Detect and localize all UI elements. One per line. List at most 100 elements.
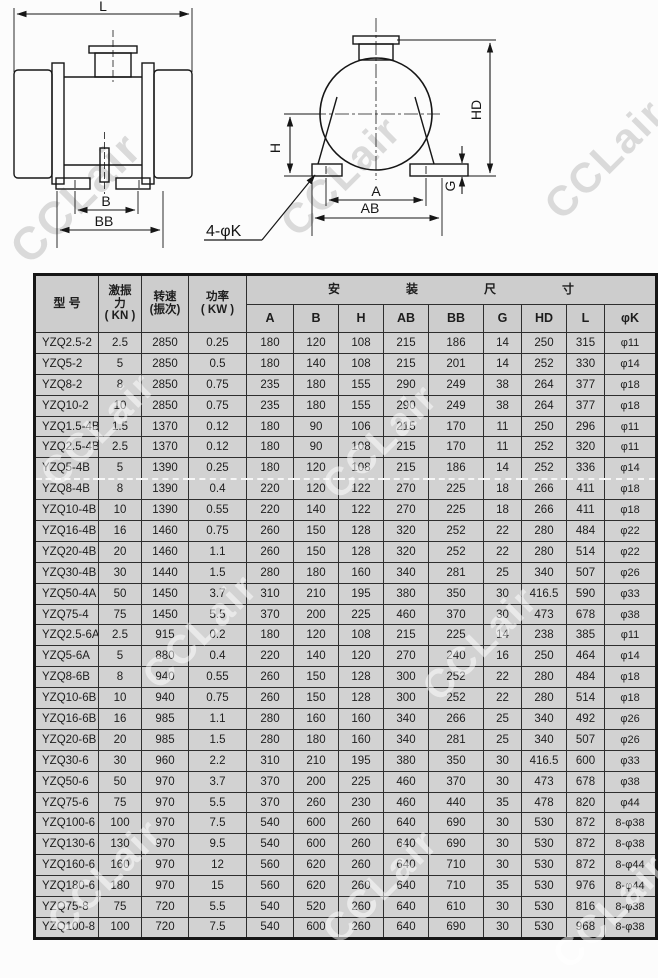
table-cell: 610 (428, 896, 484, 918)
table-cell: 16 (98, 520, 142, 542)
col-header-speed-line2: (振次) (149, 304, 181, 316)
table-cell: 370 (428, 603, 484, 626)
table-cell: 377 (566, 394, 605, 417)
col-header-B: B (293, 304, 339, 333)
col-header-G: G (483, 304, 522, 333)
table-cell: 260 (246, 666, 294, 689)
table-cell: 38 (483, 394, 522, 417)
table-cell: 201 (428, 352, 484, 375)
table-cell: 640 (383, 833, 429, 856)
table-cell: 350 (428, 749, 484, 772)
cell-model: YZQ130-6 (34, 833, 99, 856)
table-cell: 225 (338, 603, 384, 626)
motor-dimension-drawing: L B BB 4-φK (13, 0, 496, 248)
table-cell: 150 (293, 666, 339, 689)
table-cell: 5 (98, 352, 142, 375)
table-cell: 280 (521, 540, 567, 563)
table-cell: 186 (428, 332, 484, 354)
table-cell: 880 (141, 645, 189, 668)
table-row: YZQ20-4B 20 1460 1.1 260 150 128 320 252 22 280 514… (34, 540, 657, 563)
table-cell: 3.7 (188, 582, 247, 605)
table-cell: 7.5 (188, 916, 247, 939)
table-row: YZQ50-4A 50 1450 3.7 310 210 195 380 350 30 416.5 5… (34, 582, 657, 605)
cell-model: YZQ10-2 (34, 394, 99, 417)
table-cell: 300 (383, 666, 429, 689)
table-cell: φ38 (604, 603, 657, 626)
table-cell: 540 (246, 896, 294, 918)
table-cell: 678 (566, 603, 605, 626)
table-cell: 270 (383, 645, 429, 668)
table-cell: 1.5 (98, 415, 142, 438)
table-cell: 30 (483, 916, 522, 939)
table-cell: 0.75 (188, 373, 247, 396)
table-cell: 250 (521, 415, 567, 438)
table-cell: 690 (428, 916, 484, 939)
cell-model: YZQ20-6B (34, 728, 99, 751)
table-cell: 235 (246, 373, 294, 396)
table-cell: 30 (98, 561, 142, 584)
table-cell: 9.5 (188, 833, 247, 856)
table-cell: 1390 (141, 457, 189, 480)
table-cell: 300 (383, 687, 429, 710)
table-cell: 310 (246, 749, 294, 772)
table-cell: 377 (566, 373, 605, 396)
table-cell: φ18 (604, 478, 657, 501)
cell-model: YZQ20-4B (34, 540, 99, 563)
table-cell: 970 (141, 875, 189, 898)
table-cell: 560 (246, 854, 294, 877)
table-cell: φ22 (604, 540, 657, 563)
table-cell: 915 (141, 624, 189, 647)
table-cell: 180 (246, 624, 294, 647)
table-cell: 180 (98, 875, 142, 898)
table-cell: 220 (246, 645, 294, 668)
cell-model: YZQ2.5-6A (34, 624, 99, 647)
table-cell: φ18 (604, 666, 657, 689)
table-cell: 150 (293, 687, 339, 710)
table-cell: 25 (483, 728, 522, 751)
table-row: YZQ10-2 10 2850 0.75 235 180 155 290 249 38 264 377… (34, 394, 657, 417)
table-cell: 970 (141, 791, 189, 814)
table-cell: 90 (293, 415, 339, 438)
table-row: YZQ75-6 75 970 5.5 370 260 230 460 440 35 478 820 φ4… (34, 791, 657, 814)
table-row: YZQ130-6 130 970 9.5 540 600 260 640 690 30 530 872… (34, 833, 657, 856)
table-cell: 75 (98, 791, 142, 814)
table-cell: 195 (338, 749, 384, 772)
table-row: YZQ8-2 8 2850 0.75 235 180 155 290 249 38 264 377 φ1… (34, 373, 657, 396)
table-cell: 1460 (141, 540, 189, 563)
mounting-char: 装 (405, 282, 418, 297)
table-cell: 5.5 (188, 791, 247, 814)
table-cell: 440 (428, 791, 484, 814)
table-cell: 484 (566, 520, 605, 542)
table-cell: 225 (338, 770, 384, 793)
table-cell: 260 (338, 833, 384, 856)
table-cell: 816 (566, 896, 605, 918)
table-cell: 970 (141, 770, 189, 793)
table-cell: 14 (483, 624, 522, 647)
table-cell: 252 (521, 352, 567, 375)
table-cell: 370 (246, 791, 294, 814)
table-cell: 0.75 (188, 520, 247, 542)
table-cell: 280 (246, 728, 294, 751)
table-cell: 266 (428, 708, 484, 730)
table-row: YZQ180-6 180 970 15 560 620 260 640 710 35 530 976 8… (34, 875, 657, 898)
table-cell: 5 (98, 645, 142, 668)
side-view-drawing (13, 8, 193, 248)
mounting-char: 安 (327, 282, 340, 297)
table-cell: 340 (521, 708, 567, 730)
cell-model: YZQ30-4B (34, 561, 99, 584)
table-cell: 315 (566, 332, 605, 354)
table-cell: φ33 (604, 749, 657, 772)
table-cell: 230 (338, 791, 384, 814)
table-body: YZQ2.5-2 2.5 2850 0.25 180 120 108 215 186 14 250 3… (34, 332, 657, 939)
table-cell: φ11 (604, 436, 657, 459)
table-cell: 195 (338, 582, 384, 605)
table-cell: 11 (483, 436, 522, 459)
cell-model: YZQ75-4 (34, 603, 99, 626)
table-cell: 22 (483, 520, 522, 542)
table-cell: 290 (383, 373, 429, 396)
table-cell: 75 (98, 896, 142, 918)
table-cell: 8 (98, 666, 142, 689)
table-cell: 460 (383, 603, 429, 626)
table-cell: 30 (483, 582, 522, 605)
table-cell: 130 (98, 833, 142, 856)
